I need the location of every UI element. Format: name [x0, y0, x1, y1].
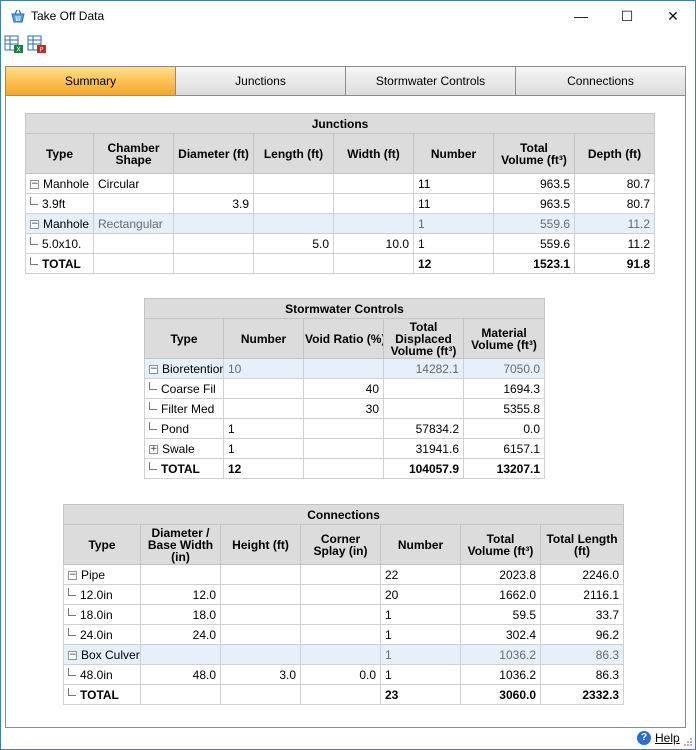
total-row[interactable]: TOTAL 23 3060.0 2332.3 [63, 684, 625, 705]
col-header[interactable]: Type [63, 524, 141, 565]
table-row[interactable]: 48.0in 48.0 3.0 0.0 1 1036.2 86.3 [63, 664, 625, 685]
close-button[interactable]: ✕ [667, 7, 679, 24]
col-header[interactable]: Type [25, 133, 94, 174]
col-header[interactable]: Corner Splay (in) [300, 524, 381, 565]
table-row[interactable]: Coarse Fil 40 1694.3 [144, 378, 546, 399]
window-title: Take Off Data [31, 9, 105, 23]
tab-summary[interactable]: Summary [6, 67, 176, 95]
collapse-icon[interactable]: − [30, 178, 39, 189]
tab-bar: Summary Junctions Stormwater Controls Co… [5, 66, 686, 96]
col-header[interactable]: Total Volume (ft³) [460, 524, 541, 565]
col-header[interactable]: Total Displaced Volume (ft³) [383, 318, 464, 359]
col-header[interactable]: Diameter (ft) [173, 133, 254, 174]
collapse-icon[interactable]: − [68, 569, 77, 580]
basket-icon [11, 9, 25, 23]
col-header[interactable]: Diameter / Base Width (in) [140, 524, 221, 565]
connections-table: Connections Type Diameter / Base Width (… [62, 504, 625, 705]
collapse-icon[interactable]: − [68, 649, 77, 660]
col-header[interactable]: Length (ft) [253, 133, 334, 174]
tree-branch-icon [149, 401, 157, 410]
tree-branch-icon [149, 381, 157, 390]
col-header[interactable]: Type [144, 318, 224, 359]
table-row[interactable]: Pond 1 57834.2 0.0 [144, 418, 546, 439]
collapse-icon[interactable]: − [149, 363, 158, 374]
total-row[interactable]: TOTAL 12 1523.1 91.8 [25, 253, 656, 274]
resize-grip-icon[interactable] [683, 737, 693, 747]
stormwater-controls-table: Stormwater Controls Type Number Void Rat… [143, 298, 546, 479]
tree-branch-icon [149, 461, 157, 470]
tree-branch-icon [68, 687, 76, 696]
col-header[interactable]: Material Volume (ft³) [462, 318, 546, 359]
tree-branch-icon [68, 667, 76, 676]
table-row[interactable]: − Manhole Circular 11 963.5 80.7 [25, 173, 656, 194]
col-header[interactable]: Number [380, 524, 461, 565]
junctions-caption: Junctions [24, 113, 656, 134]
help-icon: ? [637, 731, 651, 745]
maximize-button[interactable]: ☐ [620, 7, 634, 24]
tree-branch-icon [30, 196, 38, 205]
tab-stormwater-controls[interactable]: Stormwater Controls [346, 67, 516, 95]
table-row[interactable]: + Swale 1 31941.6 6157.1 [144, 438, 546, 459]
help-label: Help [655, 731, 680, 745]
table-row[interactable]: 12.0in 12.0 20 1662.0 2116.1 [63, 584, 625, 605]
expand-icon[interactable]: + [149, 443, 158, 454]
table-row[interactable]: − Box Culvert 1 1036.2 86.3 [63, 644, 625, 665]
connections-caption: Connections [62, 504, 625, 525]
help-link[interactable]: ? Help [637, 731, 680, 745]
tree-branch-icon [68, 627, 76, 636]
export-excel-icon[interactable]: X [4, 34, 24, 54]
collapse-icon[interactable]: − [30, 218, 39, 229]
table-row[interactable]: 24.0in 24.0 1 302.4 96.2 [63, 624, 625, 645]
col-header[interactable]: Depth (ft) [573, 133, 656, 174]
table-row[interactable]: − Pipe 22 2023.8 2246.0 [63, 564, 625, 585]
tree-branch-icon [68, 607, 76, 616]
col-header[interactable]: Number [413, 133, 494, 174]
junctions-table: Junctions Type Chamber Shape Diameter (f… [24, 113, 656, 274]
export-pdf-icon[interactable]: P [27, 34, 47, 54]
tree-branch-icon [30, 236, 38, 245]
tree-branch-icon [30, 256, 38, 265]
svg-text:P: P [40, 47, 44, 54]
table-row[interactable]: 18.0in 18.0 1 59.5 33.7 [63, 604, 625, 625]
table-row[interactable]: 5.0x10. 5.0 10.0 1 559.6 11.2 [25, 233, 656, 254]
table-row[interactable]: − Bioretention 10 14282.1 7050.0 [144, 358, 546, 379]
col-header[interactable]: Total Length (ft) [539, 524, 625, 565]
tab-junctions[interactable]: Junctions [176, 67, 346, 95]
minimize-button[interactable]: — [574, 8, 588, 24]
table-row[interactable]: − Manhole Rectangular 1 559.6 11.2 [25, 213, 656, 234]
table-row[interactable]: 3.9ft 3.9 11 963.5 80.7 [25, 193, 656, 214]
tree-branch-icon [149, 421, 157, 430]
col-header[interactable]: Width (ft) [333, 133, 414, 174]
col-header[interactable]: Total Volume (ft³) [493, 133, 575, 174]
col-header[interactable]: Chamber Shape [93, 133, 174, 174]
stormwater-caption: Stormwater Controls [143, 298, 546, 319]
summary-panel: Junctions Type Chamber Shape Diameter (f… [5, 96, 686, 728]
table-row[interactable]: Filter Med 30 5355.8 [144, 398, 546, 419]
svg-text:X: X [16, 46, 21, 54]
total-row[interactable]: TOTAL 12 104057.9 13207.1 [144, 458, 546, 479]
col-header[interactable]: Number [223, 318, 304, 359]
title-bar: Take Off Data — ☐ ✕ [1, 1, 695, 31]
tree-branch-icon [68, 587, 76, 596]
col-header[interactable]: Void Ratio (%) [303, 318, 384, 359]
col-header[interactable]: Height (ft) [220, 524, 301, 565]
tab-connections[interactable]: Connections [516, 67, 685, 95]
toolbar: X P [1, 31, 695, 57]
